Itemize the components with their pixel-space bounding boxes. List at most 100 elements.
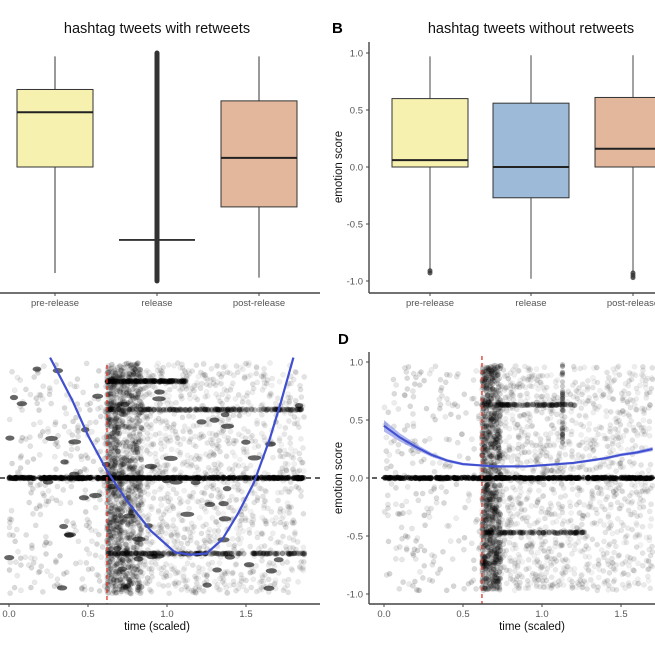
panel-c-point	[208, 492, 215, 499]
panel-c-point	[140, 513, 146, 519]
panel-c-point	[207, 533, 214, 540]
panel-c-point	[39, 396, 46, 402]
panel-c-point	[237, 522, 243, 528]
panel-c-point	[202, 393, 209, 400]
panel-d-point	[461, 585, 467, 592]
panel-c-point	[34, 482, 41, 489]
panel-c-point	[273, 540, 280, 546]
panel-c-point	[287, 410, 294, 417]
panel-c-point	[206, 526, 213, 533]
panel-c-point	[74, 376, 81, 382]
panel-a-title: hashtag tweets with retweets	[64, 21, 250, 37]
panel-c-point	[275, 539, 281, 545]
panel-d: D emotion score 1.00.50.0-0.5-1.0 0.0 0.5…	[333, 331, 655, 633]
panel-c-point	[87, 400, 94, 407]
panel-c-point	[209, 442, 216, 448]
panel-c-point	[259, 514, 266, 521]
panel-c-point	[125, 424, 132, 430]
panel-c-band-point	[108, 550, 114, 556]
panel-c-point	[163, 466, 169, 472]
panel-c-point	[272, 577, 279, 583]
panel-c-point	[92, 528, 99, 535]
panel-c-point	[292, 529, 298, 536]
panel-d-point	[450, 583, 457, 589]
panel-c-point	[45, 428, 51, 435]
panel-c-point	[207, 436, 214, 443]
panel-c-point	[54, 483, 61, 490]
panel-b-x-tick-label: post-release	[607, 298, 655, 309]
panel-c-point	[79, 576, 86, 582]
panel-c-point	[253, 370, 260, 377]
panel-d-point	[543, 569, 549, 576]
panel-c-point	[186, 493, 193, 499]
panel-c-point-cluster	[117, 566, 128, 572]
panel-c-point	[282, 425, 289, 431]
panel-d-point	[436, 459, 443, 466]
panel-d-point	[596, 424, 603, 430]
panel-c-point	[115, 557, 122, 564]
panel-c-point	[180, 573, 187, 580]
panel-c-point	[223, 453, 230, 460]
panel-c-point	[275, 497, 281, 504]
panel-c-point	[117, 555, 124, 562]
panel-c-point	[211, 528, 218, 534]
panel-c-point	[18, 438, 24, 444]
panel-c-point	[242, 361, 249, 368]
panel-c-point	[47, 387, 53, 394]
panel-d-point	[539, 505, 545, 512]
panel-c-point	[132, 520, 138, 527]
panel-c-point	[158, 523, 165, 530]
panel-c-point	[109, 590, 116, 597]
panel-c-point	[190, 414, 197, 420]
panel-c-point	[224, 570, 231, 577]
panel-c-point	[121, 504, 128, 511]
panel-c-point	[112, 506, 118, 513]
panel-c-point	[217, 448, 223, 455]
panel-c-point	[121, 428, 128, 435]
panel-c-point	[146, 389, 152, 396]
panel-d-point	[473, 586, 479, 592]
panel-c-point	[199, 497, 205, 504]
panel-c-point	[179, 461, 186, 467]
panel-c-point	[160, 564, 167, 571]
panel-c-point	[190, 589, 197, 596]
panel-c-point	[276, 378, 283, 385]
panel-c-point	[140, 375, 146, 381]
panel-c-point	[224, 369, 231, 376]
panel-c-point	[108, 525, 114, 532]
panel-d-point	[614, 365, 620, 371]
panel-c-point	[219, 578, 226, 585]
panel-c-point	[127, 541, 134, 548]
panel-c-point	[230, 440, 237, 447]
panel-b-y-tick-label: 1.0	[350, 49, 363, 60]
panel-d-point	[410, 423, 417, 430]
panel-c-point	[289, 451, 296, 458]
panel-c-point	[277, 539, 284, 546]
panel-d-point	[569, 463, 576, 470]
panel-c-point	[241, 506, 248, 512]
panel-c-point	[33, 395, 40, 402]
panel-c-point	[273, 515, 279, 521]
panel-c-point	[108, 577, 114, 584]
panel-c-point	[203, 572, 210, 579]
panel-d-point	[564, 563, 571, 570]
panel-c-point	[231, 542, 238, 549]
panel-c-point	[120, 439, 126, 446]
panel-c-point	[282, 465, 289, 472]
panel-c-point	[138, 449, 144, 456]
panel-c-point	[187, 395, 193, 402]
panel-c-point	[109, 448, 115, 454]
panel-c-point	[149, 383, 156, 390]
panel-c-point	[154, 367, 161, 374]
panel-d-point	[532, 448, 538, 455]
panel-c-point	[129, 417, 135, 423]
panel-c-point	[239, 399, 246, 405]
panel-d-point	[442, 379, 449, 386]
panel-c-point	[228, 383, 235, 390]
panel-c-point	[136, 484, 143, 490]
panel-c-point	[173, 431, 179, 438]
panel-c-point	[208, 467, 214, 474]
panel-c-point	[120, 541, 126, 548]
panel-c-point	[110, 391, 117, 397]
panel-c-point-cluster	[224, 554, 236, 560]
